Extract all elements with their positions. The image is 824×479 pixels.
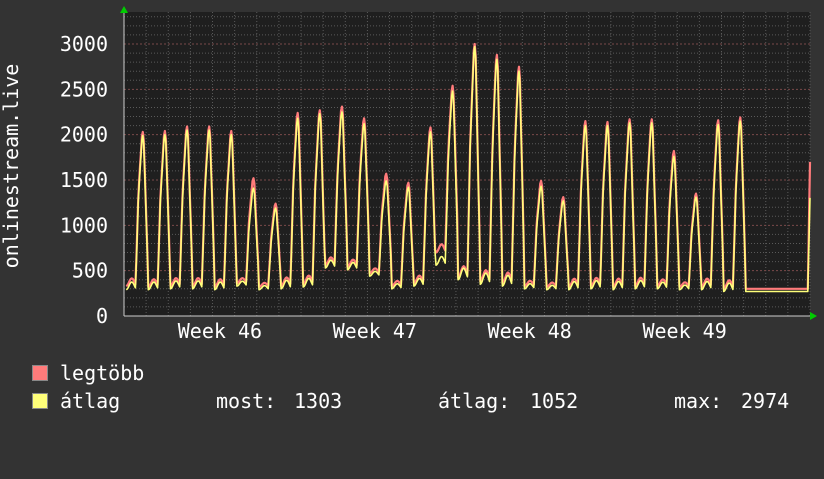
stat-max-label: max: — [674, 389, 723, 413]
y-tick-label: 0 — [96, 304, 108, 328]
legend-label-avg: átlag — [60, 389, 121, 413]
series-line-avg — [125, 45, 811, 293]
y-axis: 0 500 1000 1500 2000 2500 3000 — [60, 32, 108, 328]
y-tick-label: 2500 — [60, 77, 108, 101]
legend-swatch-max — [32, 365, 48, 381]
stat-now-value: 1303 — [294, 389, 343, 413]
stat-avg-value: 1052 — [530, 389, 579, 413]
stat-avg-label: átlag: — [438, 389, 511, 413]
x-axis-arrow-icon — [810, 312, 817, 320]
x-axis: Week 46 Week 47 Week 48 Week 49 — [178, 319, 727, 343]
y-tick-label: 1500 — [60, 168, 108, 192]
y-tick-label: 3000 — [60, 32, 108, 56]
y-axis-arrow-icon — [120, 6, 128, 13]
grid-lines — [123, 12, 811, 316]
y-tick-label: 500 — [72, 259, 108, 283]
x-tick-label: Week 49 — [642, 319, 726, 343]
y-tick-label: 1000 — [60, 213, 108, 237]
legend-item-avg: átlag — [32, 390, 120, 412]
y-axis-label: onlinestream.live — [0, 64, 23, 269]
x-tick-label: Week 48 — [488, 319, 572, 343]
legend-swatch-avg — [32, 393, 48, 409]
x-tick-label: Week 46 — [178, 319, 262, 343]
legend-item-max: legtöbb — [32, 362, 144, 384]
y-tick-label: 2000 — [60, 123, 108, 147]
chart-stage: 0 500 1000 1500 2000 2500 3000 Week 46 Week 47 W… — [0, 6, 817, 413]
x-tick-label: Week 47 — [333, 319, 417, 343]
legend-label-max: legtöbb — [60, 361, 145, 385]
series-layer — [125, 42, 812, 293]
stat-max-value: 2974 — [741, 389, 790, 413]
stat-now-label: most: — [216, 389, 277, 413]
